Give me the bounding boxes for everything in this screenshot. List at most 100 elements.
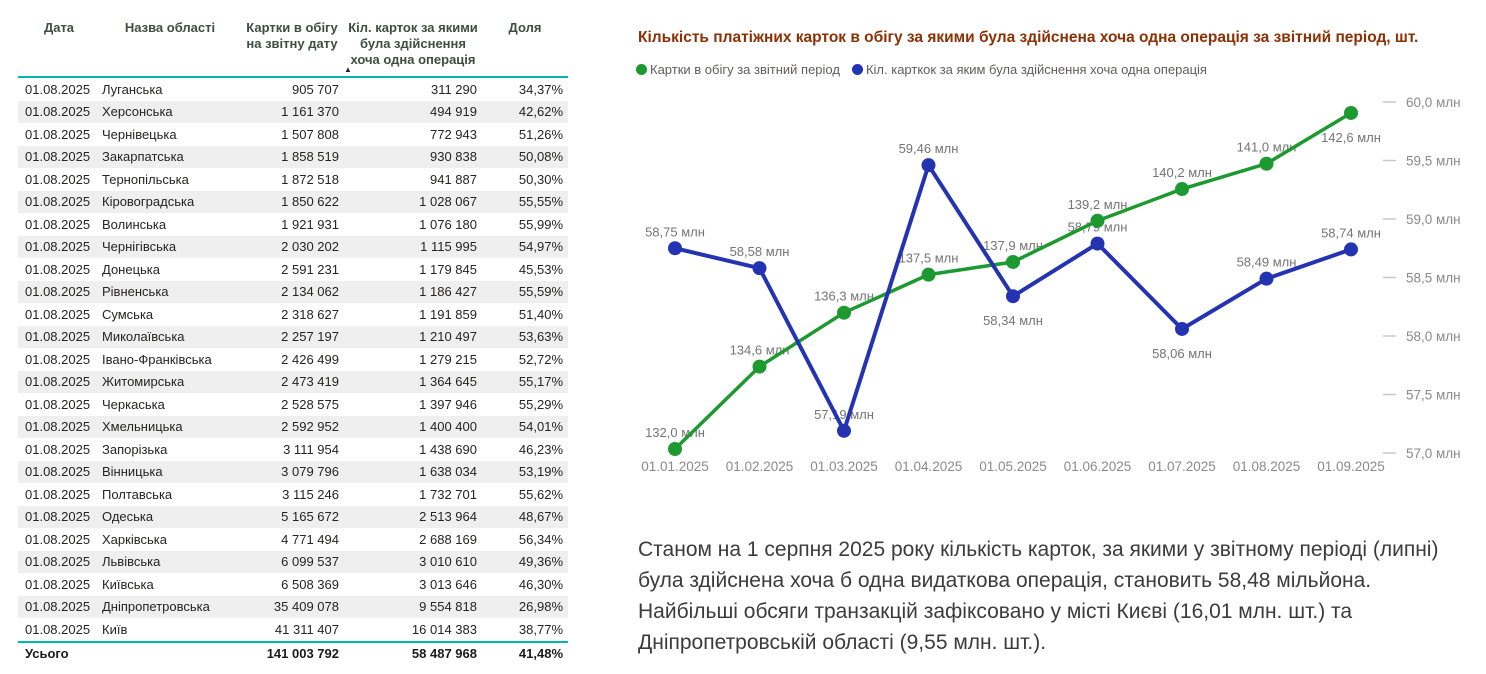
table-row[interactable]: 01.08.2025 Рівненська 2 134 062 1 186 427 55… (18, 280, 568, 303)
cell-date: 01.08.2025 (25, 599, 91, 615)
table-row[interactable]: 01.08.2025 Черкаська 2 528 575 1 397 946 55,… (18, 393, 568, 416)
cell-cards-in-circulation: 2 592 952 (281, 419, 339, 435)
series-line-cards-in-circulation[interactable] (673, 111, 1353, 451)
column-header-cards-with-operation[interactable]: Кіл. карток за якими була здійснення хоч… (348, 20, 478, 67)
cell-share: 51,40% (518, 306, 563, 322)
cell-share: 46,23% (518, 441, 563, 457)
cell-region: Волинська (102, 216, 167, 232)
cell-share: 50,30% (518, 171, 563, 187)
data-point[interactable] (752, 359, 767, 374)
table-row[interactable]: 01.08.2025 Дніпропетровська 35 409 078 9 55… (18, 595, 568, 618)
cell-region: Луганська (102, 81, 163, 97)
legend-dot-icon (851, 64, 863, 75)
data-point[interactable] (1344, 242, 1358, 257)
table-row[interactable]: 01.08.2025 Харківська 4 771 494 2 688 169 56… (18, 528, 568, 551)
table-row[interactable]: 01.08.2025 Чернівецька 1 507 808 772 943 51,… (18, 123, 568, 146)
table-row[interactable]: 01.08.2025 Луганська 905 707 311 290 34,37% (18, 78, 568, 101)
cell-date: 01.08.2025 (25, 104, 91, 120)
data-point[interactable] (1259, 156, 1274, 171)
cell-share: 38,77% (518, 621, 563, 637)
data-point[interactable] (921, 267, 936, 282)
table-row[interactable]: 01.08.2025 Волинська 1 921 931 1 076 180 55,… (18, 213, 568, 236)
table-row[interactable]: 01.08.2025 Сумська 2 318 627 1 191 859 51,40… (18, 303, 568, 326)
data-point[interactable] (837, 423, 851, 438)
cell-region: Закарпатська (102, 149, 184, 165)
data-point[interactable] (1175, 321, 1189, 336)
legend-item[interactable]: Кіл. карткок за яким була здійснення хоч… (851, 62, 1207, 77)
cell-cards-in-circulation: 35 409 078 (273, 599, 339, 615)
cell-share: 53,63% (518, 329, 563, 345)
cell-region: Київ (102, 621, 128, 637)
cell-date: 01.08.2025 (25, 419, 91, 435)
cell-cards-in-circulation: 1 507 808 (281, 126, 339, 142)
data-point[interactable] (1344, 105, 1358, 120)
table-row[interactable]: 01.08.2025 Донецька 2 591 231 1 179 845 45,5… (18, 258, 568, 281)
table-row[interactable]: 01.08.2025 Львівська 6 099 537 3 010 610 49,… (18, 550, 568, 573)
data-point[interactable] (1006, 289, 1020, 304)
x-axis-label: 01.05.2025 (979, 459, 1047, 474)
cell-cards-with-operation: 16 014 383 (411, 621, 477, 637)
table-row[interactable]: 01.08.2025 Івано-Франківська 2 426 499 1 27… (18, 348, 568, 371)
table-row[interactable]: 01.08.2025 Херсонська 1 161 370 494 919 42,6… (18, 100, 568, 123)
table-row[interactable]: 01.08.2025 Миколаївська 2 257 197 1 210 497… (18, 325, 568, 348)
y-axis-label: 58,0 млн (1406, 329, 1461, 344)
table-row[interactable]: 01.08.2025 Одеська 5 165 672 2 513 964 48,67… (18, 505, 568, 528)
data-point[interactable] (752, 261, 767, 276)
cell-region: Миколаївська (102, 329, 185, 345)
cell-region: Харківська (102, 531, 167, 547)
column-header-date[interactable]: Дата (43, 20, 75, 35)
y-axis-label: 58,5 млн (1406, 271, 1461, 286)
column-header-cards-in-circulation[interactable]: Картки в обігу на звітну дату (246, 20, 338, 51)
cell-share: 55,17% (518, 374, 563, 390)
data-label: 58,74 млн (1321, 225, 1381, 240)
cell-cards-in-circulation: 41 311 407 (274, 621, 339, 637)
cell-share: 55,59% (518, 284, 563, 300)
cell-cards-with-operation: 2 513 964 (419, 509, 477, 525)
table-row[interactable]: 01.08.2025 Запорізька 3 111 954 1 438 690 46… (18, 438, 568, 461)
table-row[interactable]: 01.08.2025 Хмельницька 2 592 952 1 400 400 5… (18, 415, 568, 438)
cell-date: 01.08.2025 (25, 149, 91, 165)
data-point[interactable] (921, 158, 936, 173)
data-label: 57,19 млн (814, 407, 874, 422)
cell-region: Донецька (102, 261, 161, 277)
cell-cards-in-circulation: 2 591 231 (281, 261, 339, 277)
table-row[interactable]: 01.08.2025 Київська 6 508 369 3 013 646 46,3… (18, 573, 568, 596)
cell-share: 42,62% (518, 104, 563, 120)
cell-region: Чернігівська (102, 239, 177, 255)
table-row[interactable]: 01.08.2025 Кіровоградська 1 850 622 1 028 0… (18, 190, 568, 213)
cell-cards-with-operation: 1 638 034 (419, 464, 477, 480)
cell-cards-with-operation: 1 186 427 (419, 284, 477, 300)
column-header-region[interactable]: Назва області (124, 20, 216, 35)
regions-table: Дата Назва області Картки в обігу на зві… (18, 6, 568, 665)
data-label: 134,6 млн (730, 343, 790, 358)
cell-share: 48,67% (518, 509, 563, 525)
cell-share: 26,98% (518, 599, 563, 615)
data-point[interactable] (1259, 271, 1274, 286)
sort-ascending-icon[interactable]: ▲ (344, 65, 352, 74)
table-header-row: Дата Назва області Картки в обігу на зві… (18, 6, 568, 78)
data-point[interactable] (837, 305, 851, 320)
cell-cards-with-operation: 3 010 610 (419, 554, 477, 570)
cell-region: Житомирська (102, 374, 185, 390)
data-point[interactable] (1090, 213, 1105, 228)
x-axis-label: 01.09.2025 (1317, 459, 1385, 474)
data-point[interactable] (668, 442, 682, 456)
data-point[interactable] (1175, 182, 1189, 197)
data-point[interactable] (668, 241, 682, 256)
y-axis-label: 57,0 млн (1406, 446, 1461, 461)
table-row[interactable]: 01.08.2025 Закарпатська 1 858 519 930 838 50… (18, 145, 568, 168)
table-row[interactable]: 01.08.2025 Київ 41 311 407 16 014 383 38,77% (18, 618, 568, 641)
cell-region: Рівненська (102, 284, 169, 300)
cell-region: Сумська (102, 306, 154, 322)
table-row[interactable]: 01.08.2025 Тернопільська 1 872 518 941 887 5… (18, 168, 568, 191)
column-header-share[interactable]: Доля (508, 20, 542, 35)
cell-share: 51,26% (518, 126, 563, 142)
data-point[interactable] (1090, 236, 1105, 251)
legend-item[interactable]: Картки в обігу за звітний період (636, 62, 840, 77)
table-row[interactable]: 01.08.2025 Чернігівська 2 030 202 1 115 995… (18, 235, 568, 258)
data-point[interactable] (1006, 254, 1020, 269)
table-row[interactable]: 01.08.2025 Житомирська 2 473 419 1 364 645 5… (18, 370, 568, 393)
cell-cards-in-circulation: 6 508 369 (281, 576, 339, 592)
table-row[interactable]: 01.08.2025 Полтавська 3 115 246 1 732 701 55… (18, 483, 568, 506)
table-row[interactable]: 01.08.2025 Вінницька 3 079 796 1 638 034 53,… (18, 460, 568, 483)
